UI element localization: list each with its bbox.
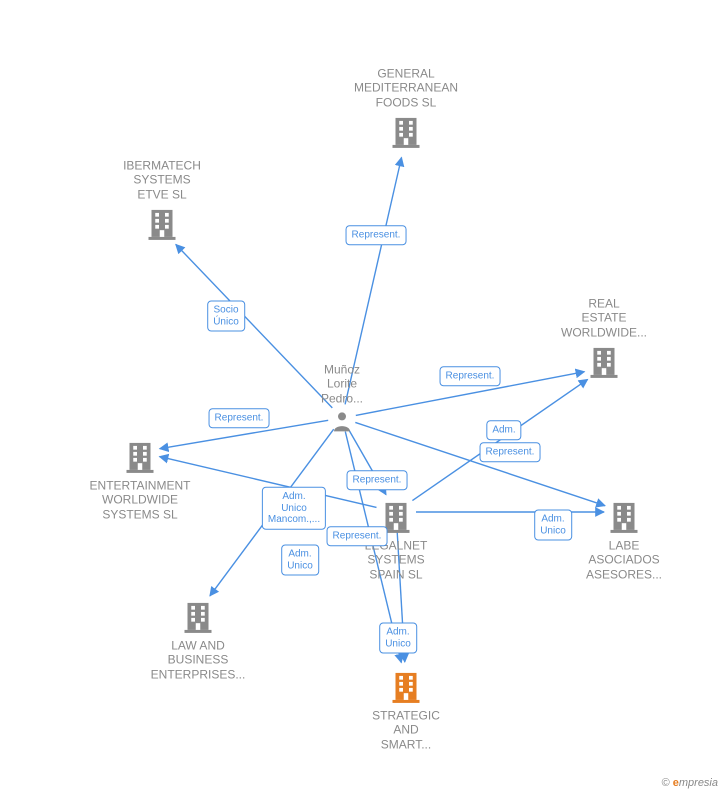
edge-center-labe — [355, 422, 605, 505]
edge-center-entertainment — [160, 420, 329, 448]
edge-center-law_business — [210, 429, 334, 596]
edge-center-ibermatech — [176, 244, 332, 408]
edge-legalnet-real_estate — [412, 379, 587, 500]
copyright-symbol: © — [662, 777, 670, 789]
watermark: © empresia — [662, 777, 718, 789]
edge-legalnet-strategic — [397, 532, 405, 662]
edge-center-legalnet — [349, 430, 386, 495]
edge-center-real_estate — [356, 372, 585, 416]
edge-center-general_med — [345, 158, 401, 405]
edge-center-strategic — [345, 432, 401, 663]
edge-legalnet-entertainment — [160, 457, 377, 508]
diagram-canvas: Muñoz Lorite Pedro... GENERAL MEDITERRAN… — [0, 0, 728, 795]
edges-layer — [0, 0, 728, 795]
watermark-brand: empresia — [673, 777, 718, 789]
